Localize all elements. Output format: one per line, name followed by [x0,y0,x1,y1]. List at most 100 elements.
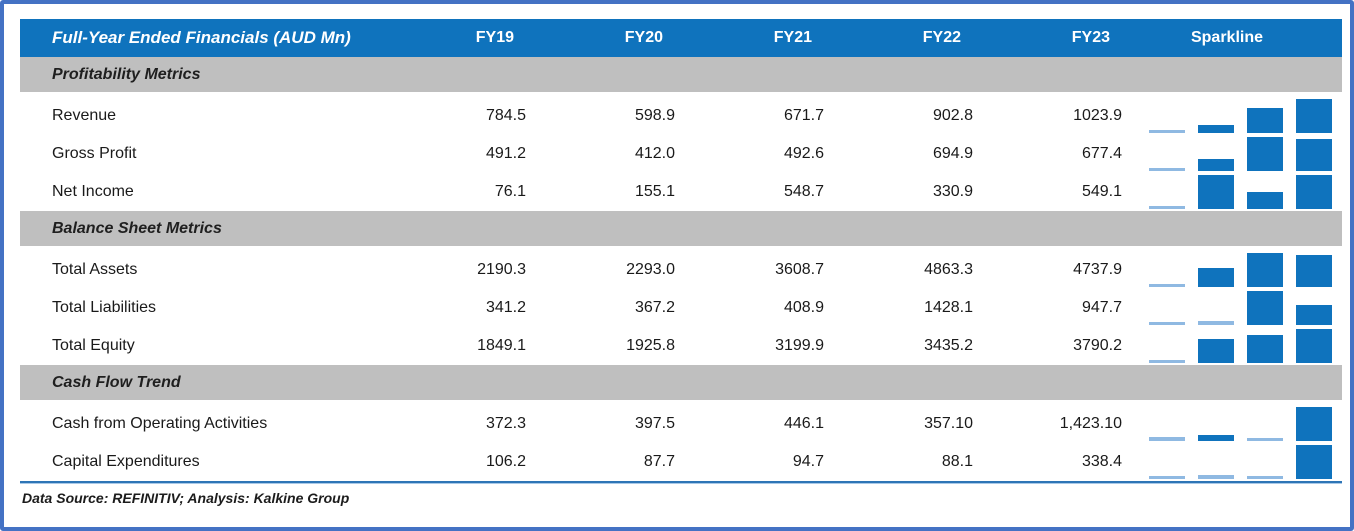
value-fy22: 4863.3 [924,261,973,278]
sparkline-bar [1198,175,1234,209]
data-source-note: Data Source: REFINITIV; Analysis: Kalkin… [22,490,350,506]
row-label: Cash from Operating Activities [52,415,268,432]
value-fy19: 341.2 [485,299,526,316]
col-header-fy19: FY19 [475,29,514,46]
value-fy22: 330.9 [932,183,973,200]
sparkline-chart [1122,135,1342,173]
value-fy19: 372.3 [485,415,526,432]
value-fy19: 106.2 [485,453,526,470]
value-fy22: 357.10 [924,415,973,432]
sparkline-bar [1247,476,1283,479]
sparkline-chart [1122,251,1342,289]
value-fy23: 338.4 [1081,453,1122,470]
sparkline-bar [1296,445,1332,479]
table-title: Full-Year Ended Financials (AUD Mn) [52,28,351,47]
value-fy23: 1023.9 [1073,107,1122,124]
value-fy23: 947.7 [1081,299,1122,316]
sparkline-bar [1149,168,1185,171]
row-label: Total Liabilities [52,299,157,316]
col-header-sparkline: Sparkline [1190,29,1264,46]
value-fy22: 3435.2 [924,337,973,354]
sparkline-chart [1122,443,1342,481]
sparkline-bar [1198,435,1234,441]
value-fy20: 598.9 [634,107,675,124]
value-fy20: 2293.0 [626,261,675,278]
table-bottom-rule [20,481,1342,484]
row-label: Revenue [52,107,117,124]
sparkline-bar [1296,255,1332,287]
sparkline-bar [1149,284,1185,287]
col-header-fy22: FY22 [922,29,961,46]
sparkline-bar [1247,253,1283,287]
sparkline-chart [1122,289,1342,327]
sparkline-chart [1122,97,1342,135]
value-fy21: 3608.7 [775,261,824,278]
value-fy21: 3199.9 [775,337,824,354]
row-label: Total Assets [52,261,138,278]
sparkline-bar [1149,437,1185,441]
value-fy19: 784.5 [485,107,526,124]
table-row: Revenue 784.5 598.9 671.7 902.8 1023.9 [20,97,1342,135]
section-header-cash-flow: Cash Flow Trend [20,365,1342,400]
table-row: Gross Profit 491.2 412.0 492.6 694.9 677… [20,135,1342,173]
col-header-fy21: FY21 [773,29,812,46]
value-fy23: 3790.2 [1073,337,1122,354]
value-fy19: 2190.3 [477,261,526,278]
row-label: Total Equity [52,337,135,354]
sparkline-bar [1247,438,1283,441]
sparkline-bar [1198,268,1234,287]
sparkline-bar [1198,339,1234,363]
value-fy21: 671.7 [783,107,824,124]
value-fy22: 1428.1 [924,299,973,316]
value-fy23: 4737.9 [1073,261,1122,278]
sparkline-bar [1149,360,1185,363]
value-fy22: 88.1 [941,453,973,470]
sparkline-bar [1296,305,1332,325]
value-fy21: 548.7 [783,183,824,200]
table-row: Capital Expenditures 106.2 87.7 94.7 88.… [20,443,1342,481]
financials-table: Full-Year Ended Financials (AUD Mn) FY19… [20,19,1342,506]
value-fy21: 408.9 [783,299,824,316]
value-fy20: 397.5 [634,415,675,432]
sparkline-bar [1247,291,1283,325]
sparkline-bar [1149,130,1185,133]
value-fy19: 76.1 [494,183,526,200]
value-fy20: 412.0 [634,145,675,162]
sparkline-chart [1122,405,1342,443]
value-fy20: 1925.8 [626,337,675,354]
sparkline-bar [1198,125,1234,133]
sparkline-bar [1296,407,1332,441]
sparkline-bar [1149,206,1185,209]
section-header-profitability: Profitability Metrics [20,57,1342,92]
sparkline-chart [1122,327,1342,365]
sparkline-bar [1247,192,1283,209]
value-fy23: 677.4 [1081,145,1122,162]
row-label: Capital Expenditures [52,453,200,470]
value-fy20: 87.7 [643,453,675,470]
table-row: Cash from Operating Activities 372.3 397… [20,405,1342,443]
value-fy21: 94.7 [792,453,824,470]
sparkline-bar [1296,99,1332,133]
sparkline-bar [1296,329,1332,363]
sparkline-bar [1198,321,1234,325]
table-row: Total Equity 1849.1 1925.8 3199.9 3435.2… [20,327,1342,365]
value-fy22: 902.8 [932,107,973,124]
value-fy23: 549.1 [1081,183,1122,200]
value-fy23: 1,423.10 [1059,415,1122,432]
sparkline-bar [1296,139,1332,171]
sparkline-bar [1247,137,1283,171]
sparkline-bar [1247,335,1283,363]
sparkline-bar [1198,475,1234,479]
value-fy21: 446.1 [783,415,824,432]
col-header-fy20: FY20 [624,29,663,46]
table-row: Total Assets 2190.3 2293.0 3608.7 4863.3… [20,251,1342,289]
table-row: Total Liabilities 341.2 367.2 408.9 1428… [20,289,1342,327]
value-fy19: 1849.1 [477,337,526,354]
sparkline-bar [1198,159,1234,171]
table-header-row: Full-Year Ended Financials (AUD Mn) FY19… [20,19,1342,57]
row-label: Net Income [52,183,134,200]
value-fy21: 492.6 [783,145,824,162]
row-label: Gross Profit [52,145,137,162]
section-header-balance-sheet: Balance Sheet Metrics [20,211,1342,246]
